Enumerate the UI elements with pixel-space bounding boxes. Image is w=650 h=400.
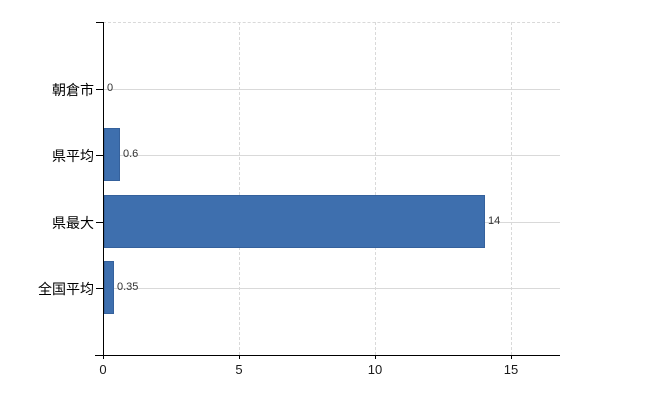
bar-value-label: 0.35: [117, 281, 139, 293]
y-axis-line: [103, 22, 104, 359]
x-axis-line: [95, 355, 560, 356]
bar[interactable]: [104, 128, 120, 181]
x-axis-tick: [511, 355, 512, 359]
category-label: 県最大: [52, 215, 94, 231]
y-axis-tick: [96, 288, 103, 289]
y-axis-tick: [96, 155, 103, 156]
category-gridline: [103, 288, 560, 289]
category-gridline: [103, 155, 560, 156]
y-axis-end-tick: [96, 22, 103, 23]
x-axis-tick: [375, 355, 376, 359]
bar-value-label: 0: [107, 82, 114, 94]
y-axis-tick: [96, 89, 103, 90]
x-tick-label: 15: [503, 362, 519, 377]
category-label: 県平均: [52, 148, 94, 164]
bar[interactable]: [104, 261, 114, 314]
plot-top-border-line: [103, 22, 560, 23]
x-tick-label: 0: [99, 362, 107, 377]
y-axis-tick: [96, 222, 103, 223]
bar[interactable]: [104, 195, 485, 248]
x-axis-tick: [239, 355, 240, 359]
x-gridline: [511, 22, 512, 355]
bar-value-label: 14: [488, 215, 501, 227]
x-tick-label: 10: [367, 362, 383, 377]
x-tick-label: 5: [235, 362, 243, 377]
bar-value-label: 0.6: [123, 148, 139, 160]
category-label: 全国平均: [38, 281, 94, 297]
category-gridline: [103, 89, 560, 90]
x-gridline: [375, 22, 376, 355]
x-gridline: [239, 22, 240, 355]
category-label: 朝倉市: [52, 82, 94, 98]
